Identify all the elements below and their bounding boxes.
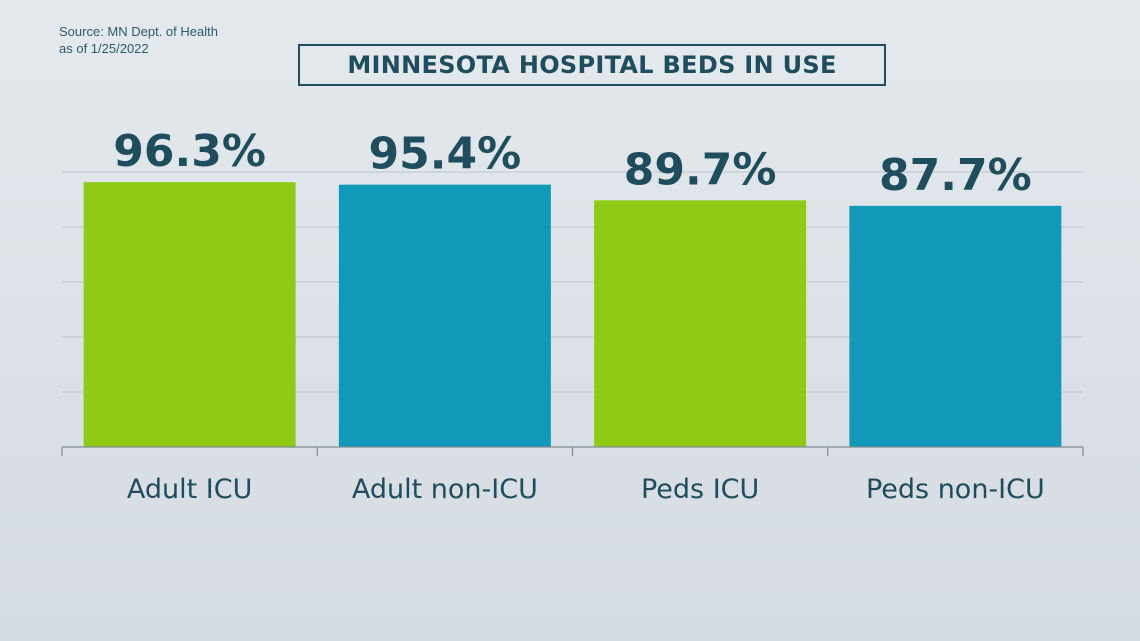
source-note: Source: MN Dept. of Health as of 1/25/20… [59, 23, 218, 57]
source-line: Source: MN Dept. of Health [59, 24, 218, 39]
chart-title: MINNESOTA HOSPITAL BEDS IN USE [347, 51, 837, 79]
x-axis [61, 446, 1084, 456]
value-labels: 96.3% 95.4% 89.7% 87.7% [113, 126, 1031, 201]
bars [83, 182, 1062, 448]
category-label: Peds ICU [641, 474, 759, 505]
category-label: Adult ICU [127, 474, 253, 505]
bar-value-label: 96.3% [113, 126, 266, 177]
bar-value-label: 89.7% [624, 144, 777, 195]
category-labels: Adult ICU Adult non-ICU Peds ICU Peds non-I… [127, 474, 1045, 505]
category-label: Adult non-ICU [352, 474, 538, 505]
bar [338, 184, 551, 447]
chart-title-box: MINNESOTA HOSPITAL BEDS IN USE [298, 44, 886, 86]
bar-value-label: 87.7% [879, 150, 1032, 201]
as-of-date: as of 1/25/2022 [59, 41, 149, 56]
bar-value-label: 95.4% [369, 129, 522, 180]
bar [594, 200, 807, 447]
bar [83, 182, 296, 448]
bar [849, 205, 1062, 447]
category-label: Peds non-ICU [866, 474, 1045, 505]
